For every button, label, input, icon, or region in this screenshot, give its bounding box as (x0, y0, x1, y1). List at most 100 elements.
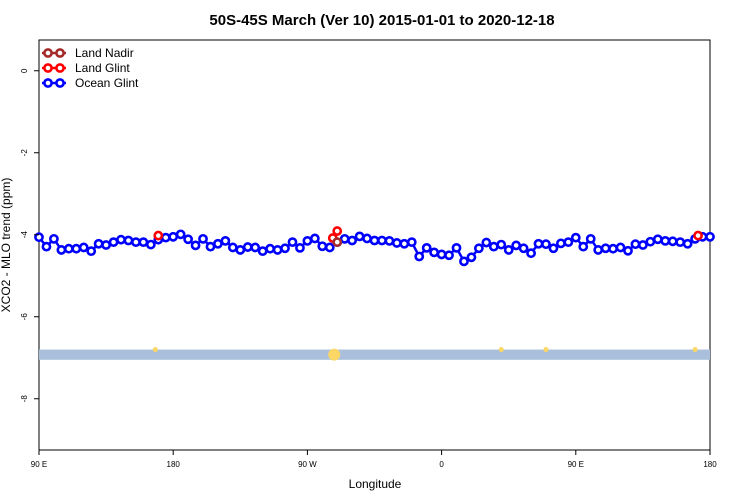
data-point-land-glint (153, 230, 164, 241)
data-point-ocean-glint (101, 240, 111, 250)
data-point-ocean-glint (593, 245, 604, 255)
data-point-ocean-glint (71, 243, 82, 254)
data-point-ocean-glint (459, 256, 469, 267)
data-point-ocean-glint (34, 232, 44, 243)
data-point-ocean-glint (488, 241, 499, 252)
data-point-ocean-glint (675, 237, 686, 248)
data-point-ocean-glint (220, 235, 231, 246)
data-point-ocean-glint (257, 246, 268, 257)
series-layer (34, 226, 715, 267)
data-point-land-nadir (332, 237, 343, 248)
data-point-ocean-glint (63, 243, 74, 254)
data-point-ocean-glint (406, 237, 417, 248)
data-point-ocean-glint (429, 247, 440, 258)
data-point-ocean-glint (362, 233, 372, 244)
data-point-ocean-glint (615, 242, 626, 253)
y-tick-label: -6 (20, 313, 29, 321)
data-point-ocean-glint (265, 243, 276, 254)
data-point-ocean-glint (183, 234, 194, 245)
data-point-ocean-glint (533, 238, 544, 249)
data-point-ocean-glint (578, 241, 589, 252)
coverage-marker (543, 347, 549, 353)
data-point-ocean-glint (168, 231, 179, 242)
data-point-ocean-glint (384, 235, 395, 246)
legend-label: Land Glint (75, 61, 130, 75)
data-point-ocean-glint (198, 233, 208, 244)
data-point-ocean-glint (242, 242, 253, 252)
data-point-ocean-glint (272, 245, 283, 255)
coverage-marker (498, 347, 504, 353)
data-point-ocean-glint (421, 242, 432, 253)
data-point-ocean-glint (585, 233, 596, 244)
data-point-ocean-glint (399, 238, 410, 249)
data-point-ocean-glint (496, 239, 507, 250)
data-point-ocean-glint (41, 241, 52, 252)
data-point-ocean-glint (444, 250, 454, 261)
y-tick-label: -8 (20, 395, 29, 403)
data-point-ocean-glint (123, 235, 134, 246)
data-point-ocean-glint (108, 237, 119, 248)
data-point-ocean-glint (86, 246, 97, 257)
data-point-ocean-glint (526, 248, 536, 259)
data-point-ocean-glint (78, 242, 89, 253)
data-point-ocean-glint (175, 229, 186, 240)
x-tick-label: 180 (703, 460, 717, 469)
y-tick-label: 0 (20, 68, 29, 73)
x-tick-label: 180 (167, 460, 181, 469)
x-tick-label: 90 E (31, 460, 47, 469)
data-point-ocean-glint (608, 243, 618, 254)
data-point-ocean-glint (324, 242, 335, 253)
data-point-ocean-glint (347, 235, 358, 246)
data-point-ocean-glint (623, 245, 633, 256)
data-point-ocean-glint (227, 242, 238, 253)
legend-label: Land Nadir (75, 46, 134, 60)
data-point-ocean-glint (49, 233, 59, 244)
data-point-ocean-glint (414, 251, 425, 262)
data-point-ocean-glint (682, 238, 693, 249)
data-point-ocean-glint (511, 240, 522, 251)
data-point-ocean-glint (205, 241, 216, 252)
data-point-ocean-glint (503, 245, 514, 255)
data-point-ocean-glint (645, 236, 656, 247)
data-point-ocean-glint (138, 237, 149, 248)
y-tick-label: -4 (20, 231, 29, 239)
data-point-ocean-glint (93, 238, 104, 249)
data-point-ocean-glint (116, 234, 126, 245)
chart-title: 50S-45S March (Ver 10) 2015-01-01 to 202… (209, 12, 554, 29)
data-point-ocean-glint (705, 231, 715, 242)
legend-marker (55, 63, 65, 73)
data-point-ocean-glint (652, 234, 663, 245)
legend-marker (55, 48, 65, 58)
data-point-ocean-glint (391, 238, 402, 248)
data-point-ocean-glint (295, 242, 305, 253)
data-point-ocean-glint (541, 239, 551, 250)
legend-label: Ocean Glint (75, 76, 139, 90)
data-point-ocean-glint (160, 232, 171, 243)
data-point-ocean-glint (235, 245, 246, 255)
coverage-marker (328, 348, 341, 361)
data-point-ocean-glint (190, 240, 201, 251)
data-point-ocean-glint (638, 240, 648, 250)
data-point-ocean-glint (473, 243, 484, 254)
data-point-ocean-glint (213, 238, 223, 249)
data-point-ocean-glint (518, 243, 529, 254)
data-point-ocean-glint (377, 235, 387, 246)
data-point-ocean-glint (317, 241, 328, 252)
data-point-ocean-glint (250, 242, 261, 253)
coverage-layer (39, 347, 710, 361)
data-point-ocean-glint (660, 235, 671, 246)
legend-marker (43, 48, 53, 58)
plot-frame (38, 39, 711, 451)
data-point-ocean-glint (570, 232, 581, 243)
coverage-marker (692, 347, 698, 353)
data-point-ocean-glint (354, 231, 365, 242)
data-point-land-glint (332, 226, 343, 236)
data-point-ocean-glint (481, 237, 492, 248)
data-point-ocean-glint (555, 238, 566, 249)
y-tick-label: -2 (20, 149, 29, 157)
y-axis: 0 -2 -4 -6 -8 (20, 68, 39, 402)
data-point-ocean-glint (56, 245, 67, 255)
data-point-ocean-glint (131, 237, 141, 248)
